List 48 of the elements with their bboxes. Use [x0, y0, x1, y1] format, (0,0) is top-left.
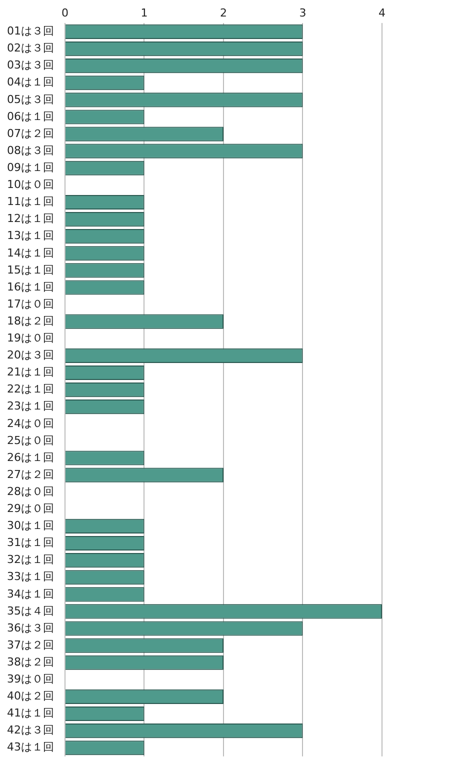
y-tick-label: 08は３回	[6, 144, 54, 157]
y-tick-label: 27は２回	[6, 468, 54, 481]
y-tick-label: 38は２回	[6, 655, 54, 668]
x-tick-label: 2	[220, 6, 227, 20]
y-tick-label: 14は１回	[6, 246, 54, 260]
y-tick-label: 10は０回	[6, 178, 54, 192]
y-tick-label: 32は１回	[6, 553, 54, 566]
y-tick-label: 40は２回	[6, 690, 54, 703]
y-tick-label: 06は１回	[6, 110, 54, 123]
y-tick-label: 18は２回	[6, 314, 54, 328]
y-tick-label: 09は１回	[6, 160, 54, 174]
y-tick-label: 25は０回	[6, 434, 54, 447]
y-tick-label: 15は１回	[6, 263, 54, 276]
y-tick-label: 02は３回	[6, 42, 54, 55]
y-tick-label: 41は１回	[6, 706, 54, 720]
y-tick-label: 04は１回	[6, 76, 54, 89]
x-tick-label: 3	[299, 6, 306, 20]
y-tick-label: 29は０回	[6, 502, 54, 516]
y-tick-label: 36は３回	[6, 621, 54, 634]
y-tick-label: 17は０回	[6, 297, 54, 310]
y-tick-label: 20は３回	[6, 348, 54, 362]
y-tick-label: 30は１回	[6, 519, 54, 532]
y-tick-label: 34は１回	[6, 587, 54, 600]
y-tick-label: 35は４回	[6, 604, 54, 618]
y-tick-label: 03は３回	[6, 58, 54, 72]
y-tick-label: 16は１回	[6, 280, 54, 294]
y-tick-label: 13は１回	[6, 229, 54, 242]
y-tick-label: 43は１回	[6, 740, 54, 754]
y-tick-label: 22は１回	[6, 382, 54, 396]
y-tick-label: 31は１回	[6, 536, 54, 550]
y-tick-label: 28は０回	[6, 484, 54, 498]
y-tick-label: 12は１回	[6, 212, 54, 226]
y-tick-label: 07は２回	[6, 126, 54, 140]
y-tick-label: 23は１回	[6, 400, 54, 413]
x-tick-label: 0	[61, 6, 68, 20]
y-tick-label: 05は３回	[6, 92, 54, 106]
y-tick-label: 19は０回	[6, 332, 54, 345]
y-tick-label: 26は１回	[6, 450, 54, 464]
y-tick-label: 24は０回	[6, 416, 54, 430]
y-tick-label: 33は１回	[6, 570, 54, 584]
y-tick-label: 01は３回	[6, 24, 54, 38]
y-tick-label: 21は１回	[6, 366, 54, 379]
y-tick-label: 11は１回	[6, 195, 54, 208]
x-tick-label: 4	[378, 6, 386, 20]
y-tick-label: 37は２回	[6, 638, 54, 652]
x-tick-label: 1	[140, 6, 148, 20]
y-tick-label: 42は３回	[6, 724, 54, 737]
y-tick-label: 39は０回	[6, 672, 54, 686]
